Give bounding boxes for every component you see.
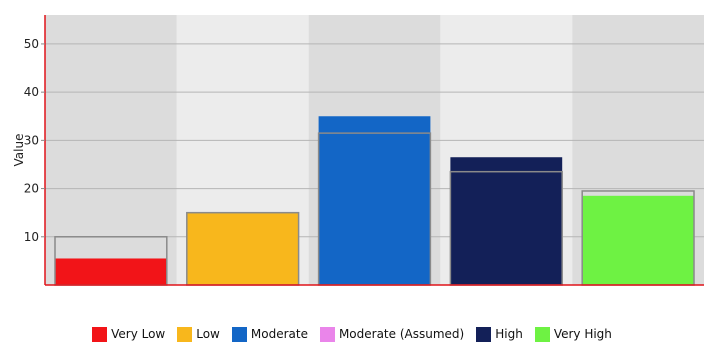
y-tick-label: 40 bbox=[24, 85, 39, 99]
legend-item: Low bbox=[177, 326, 220, 342]
legend-label: Moderate bbox=[250, 327, 308, 341]
legend-swatch bbox=[319, 326, 335, 342]
y-tick-label: 50 bbox=[24, 37, 39, 51]
legend-item: Very Low bbox=[92, 326, 166, 342]
legend-swatch bbox=[534, 326, 550, 342]
bar bbox=[55, 258, 167, 285]
y-axis-label: Value bbox=[12, 134, 26, 167]
legend-item: Moderate bbox=[231, 326, 308, 342]
legend-label: Moderate (Assumed) bbox=[338, 327, 465, 341]
y-tick-label: 30 bbox=[24, 133, 39, 147]
y-tick-label: 20 bbox=[24, 182, 39, 196]
legend-item: Moderate (Assumed) bbox=[319, 326, 465, 342]
category-band bbox=[45, 15, 177, 285]
y-tick-label: 10 bbox=[24, 230, 39, 244]
bar-chart: 10 20 30 40 50 Value bbox=[12, 15, 704, 286]
legend-label: High bbox=[495, 327, 523, 341]
legend-item: High bbox=[476, 326, 523, 342]
y-tick-labels: 10 20 30 40 50 bbox=[24, 37, 45, 244]
legend-swatch bbox=[177, 326, 193, 342]
data-bars bbox=[54, 116, 695, 286]
legend: Very Low Low Moderate Moderate (Assumed) Hig… bbox=[0, 325, 704, 343]
legend-item: Very High bbox=[534, 326, 612, 342]
axes bbox=[44, 15, 704, 286]
bar bbox=[186, 212, 299, 285]
legend-label: Very Low bbox=[111, 327, 166, 341]
legend-swatch bbox=[476, 326, 492, 342]
bar bbox=[582, 195, 694, 285]
bar bbox=[450, 157, 563, 285]
legend-swatch bbox=[231, 326, 247, 342]
legend-label: Very High bbox=[553, 327, 612, 341]
legend-label: Low bbox=[196, 327, 220, 341]
bar bbox=[318, 116, 431, 285]
legend-swatch bbox=[92, 326, 108, 342]
